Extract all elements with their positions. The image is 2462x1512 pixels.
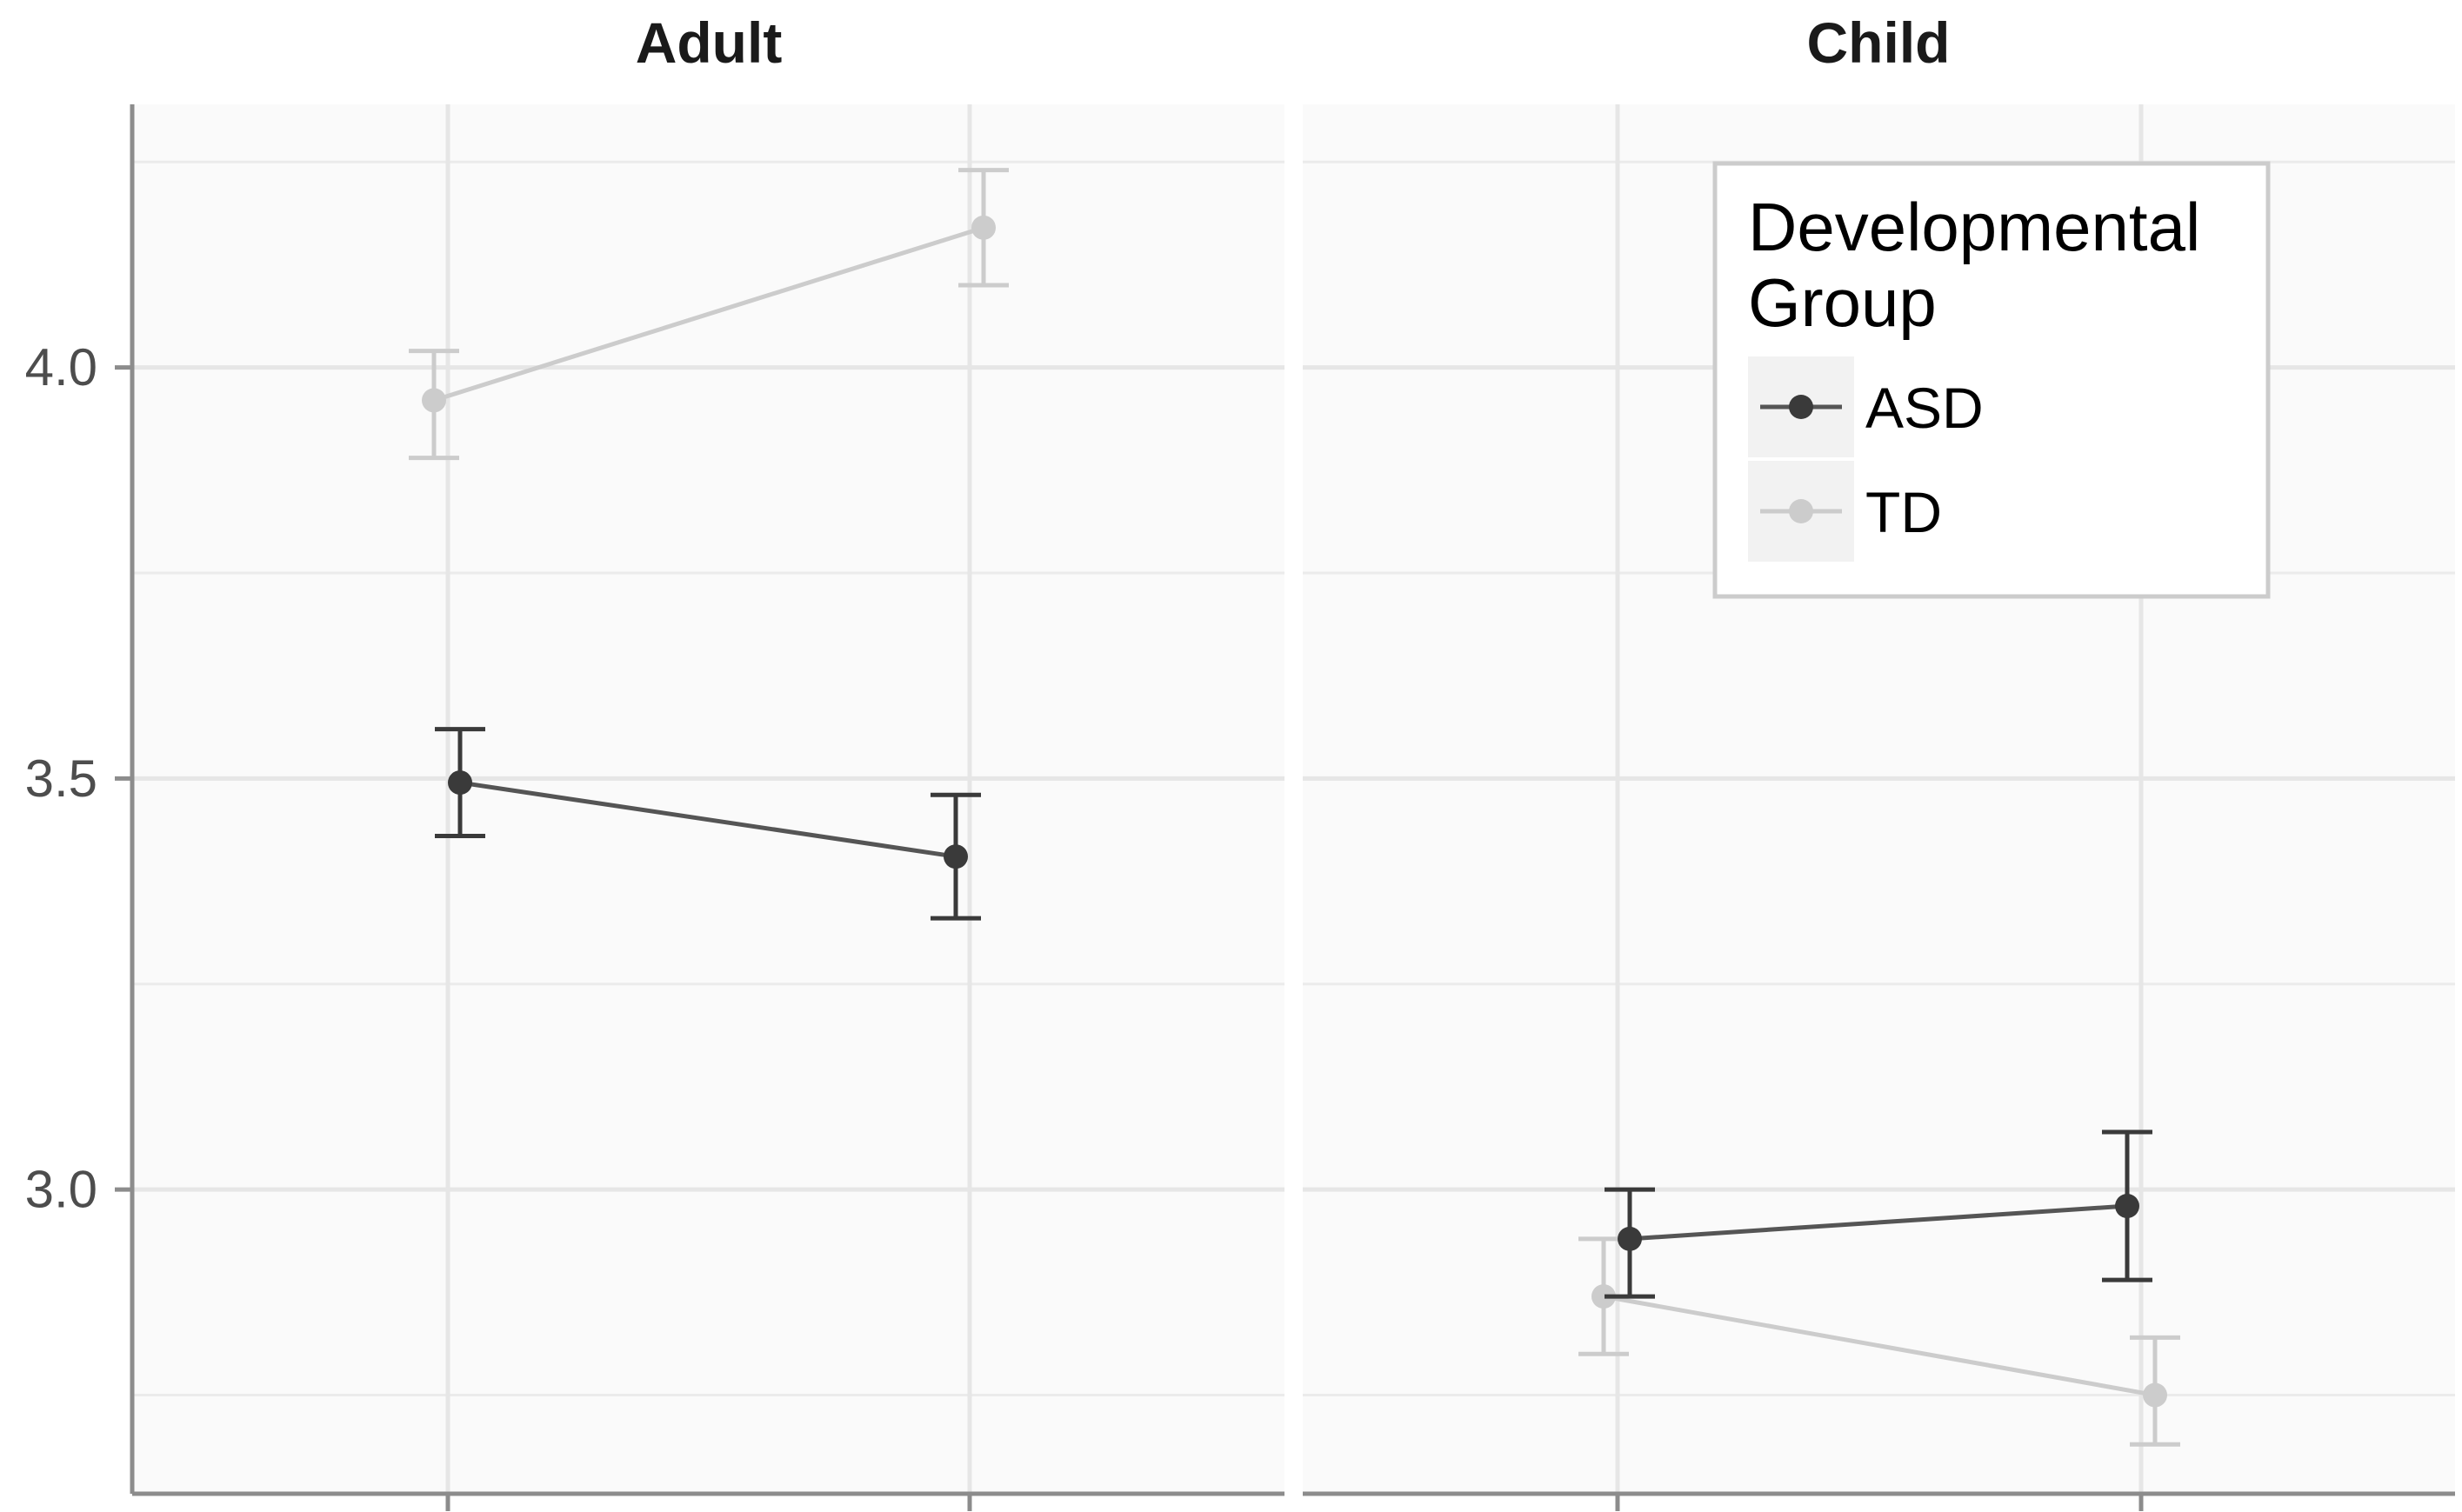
data-point-td [422,388,446,413]
panel-background-adult [132,104,1284,1494]
y-tick-label: 4.0 [25,338,97,396]
series-line-asd [1629,1203,2128,1242]
series-line-td [1603,1294,2156,1397]
series-line-td [433,225,984,403]
series-line-asd [459,780,957,859]
legend-title-line-2: Group [1748,264,1937,341]
legend-label-asd: ASD [1865,376,1984,440]
data-point-td [2143,1382,2167,1408]
legend-key-point-asd [1789,395,1813,419]
y-axis-ticks [115,365,132,1192]
y-tick-label: 3.5 [25,749,97,808]
legend-label-td: TD [1865,480,1942,544]
data-point-td [1591,1284,1616,1309]
legend: Developmental Group ASD TD [1712,161,2271,599]
data-point-asd [448,770,472,796]
data-point-asd [1618,1226,1642,1251]
data-point-asd [2115,1194,2139,1219]
data-point-td [971,215,996,240]
facet-title-adult: Adult [636,10,783,75]
legend-key-point-td [1789,499,1813,523]
facet-title-child: Child [1807,10,1951,75]
x-axis-ticks [445,1494,2144,1511]
y-tick-label: 3.0 [25,1161,97,1219]
data-series [409,168,2180,1447]
legend-title-line-1: Developmental [1748,189,2200,265]
data-point-asd [944,844,968,869]
